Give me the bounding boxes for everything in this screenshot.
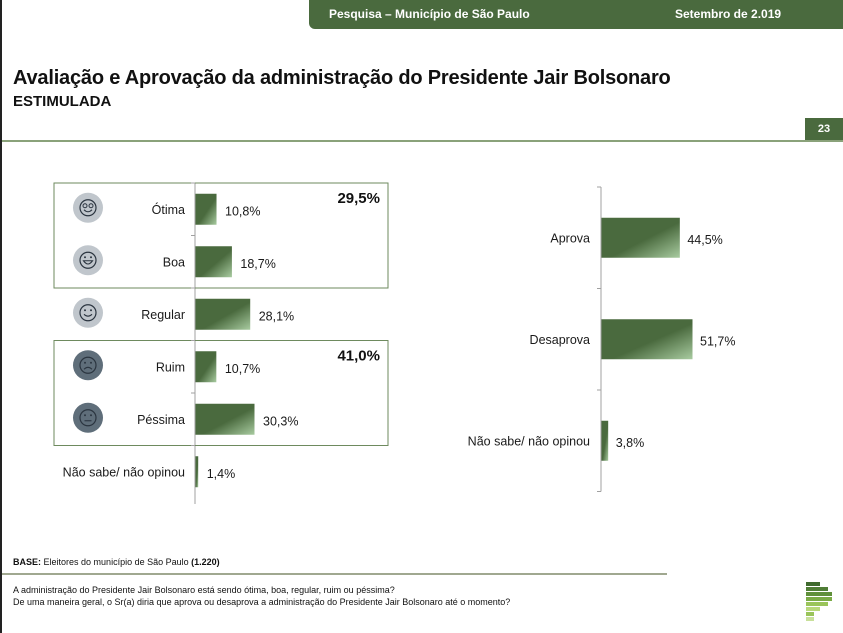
category-label-boa: Boa (163, 255, 185, 269)
category-label-pessima: Péssima (137, 413, 185, 427)
brand-logo (806, 582, 834, 621)
base-count: (1.220) (191, 557, 220, 567)
icon-circle (73, 192, 103, 223)
value-label-pessima: 30,3% (263, 414, 298, 428)
group-box-positive (53, 182, 389, 289)
neutral-face-icon (73, 402, 103, 433)
icon-mouth (83, 209, 93, 213)
category-label-ruim: Ruim (156, 360, 185, 374)
icon-eye (84, 309, 86, 312)
base-text: Eleitores do município de São Paulo (43, 557, 189, 567)
page-subtitle: ESTIMULADA (13, 93, 112, 110)
banner-survey-label: Pesquisa – Município de São Paulo (329, 7, 530, 21)
frown-icon (73, 350, 103, 381)
category-label-regular: Regular (141, 308, 185, 322)
base-note: BASE: Eleitores do município de São Paul… (13, 557, 220, 567)
icon-eye (90, 361, 92, 364)
top-banner: Pesquisa – Município de São Paulo Setemb… (309, 0, 843, 29)
bar-aprova (601, 217, 680, 258)
icon-face-outline (79, 356, 97, 374)
page-number-badge: 23 (805, 118, 843, 140)
icon-mouth (82, 260, 94, 265)
banner-date-label: Setembro de 2.019 (675, 7, 782, 21)
question-2: De uma maneira geral, o Sr(a) diria que … (13, 597, 511, 607)
bar-regular (195, 298, 251, 330)
icon-face-outline (79, 409, 97, 427)
value-label-desaprova: 51,7% (700, 334, 735, 348)
bar-ruim (195, 351, 217, 383)
value-label-boa: 18,7% (240, 257, 275, 271)
category-label-nao-sabe-nao-opinou: Não sabe/ não opinou (63, 465, 185, 479)
grin-icon (73, 245, 103, 276)
icon-circle (73, 297, 103, 328)
bar-desaprova (601, 319, 693, 360)
smile-icon (73, 297, 103, 328)
group-total-positive: 29,5% (337, 190, 380, 207)
question-1: A administração do Presidente Jair Bolso… (13, 585, 395, 595)
bar-nao-sabe-nao-opinou (195, 456, 199, 488)
approval-chart: Aprova 44,5% Desaprova 51,7% Não sabe/ não o… (468, 186, 735, 492)
icon-eye (90, 309, 92, 312)
evaluation-chart: 29,5% 41,0% Ótima 10,8% Boa 18,7% Regular 28,1%… (53, 182, 389, 504)
group-total-negative: 41,0% (337, 348, 380, 365)
left-border (0, 0, 2, 633)
group-box-negative (53, 340, 389, 446)
icon-eye (84, 256, 86, 259)
value-label-otima: 10,8% (225, 204, 260, 218)
bar-otima (195, 193, 217, 225)
icon-eye (84, 414, 86, 417)
value-label-aprova: 44,5% (687, 233, 722, 247)
icon-eye (88, 203, 94, 209)
value-label-regular: 28,1% (259, 309, 294, 323)
value-label-ruim: 10,7% (225, 362, 260, 376)
footer-divider (2, 573, 667, 575)
bar-pessima (195, 403, 255, 435)
base-label: BASE: (13, 557, 42, 567)
icon-circle (73, 402, 103, 433)
value-label-nao-sabe-nao-opinou: 1,4% (207, 467, 236, 481)
category-label-otima: Ótima (152, 202, 185, 217)
icon-circle (73, 350, 103, 381)
value-label-nao-sabe-nao-opinou: 3,8% (616, 436, 645, 450)
icon-face-outline (79, 304, 97, 322)
icon-face-outline (79, 251, 97, 269)
icon-face-outline (79, 199, 97, 217)
category-label-desaprova: Desaprova (530, 333, 590, 347)
category-label-aprova: Aprova (550, 231, 590, 245)
category-label-nao-sabe-nao-opinou: Não sabe/ não opinou (468, 434, 590, 448)
icon-eye (82, 203, 88, 209)
icon-mouth (83, 313, 93, 317)
bar-boa (195, 246, 232, 278)
icon-mouth (83, 366, 93, 370)
header-divider (2, 140, 843, 142)
icon-eye (90, 414, 92, 417)
icon-eye (84, 361, 86, 364)
bar-nao-sabe-nao-opinou (601, 420, 609, 461)
smile-wide-eyes-icon (73, 192, 103, 223)
page-title: Avaliação e Aprovação da administração d… (13, 67, 671, 89)
icon-eye (90, 256, 92, 259)
